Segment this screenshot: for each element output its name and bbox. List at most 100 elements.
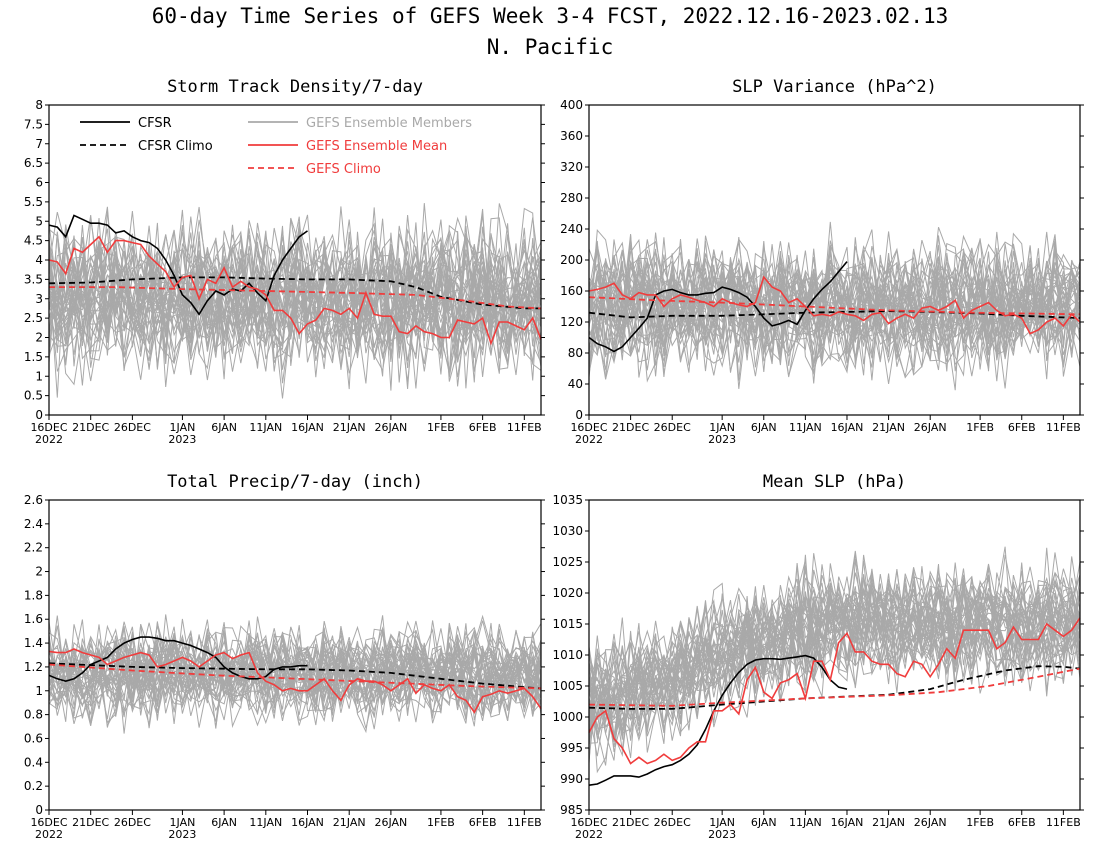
y-tick-label: 0.2 bbox=[24, 779, 43, 793]
x-tick-label: 21DEC bbox=[72, 421, 109, 434]
panel-slp-variance: SLP Variance (hPa^2) 0 40 80 120 160 200 240 280… bbox=[560, 77, 1084, 446]
ensemble-member-line bbox=[588, 569, 1081, 740]
x-tick-label: 21DEC bbox=[612, 816, 649, 829]
legend-label-members: GEFS Ensemble Members bbox=[306, 116, 472, 131]
series-line-gefs-climo bbox=[49, 286, 542, 310]
x-tick-label: 6JAN bbox=[751, 421, 777, 434]
y-tick-label: 2 bbox=[35, 565, 43, 579]
x-tick-label: 16JAN bbox=[831, 816, 864, 829]
y-tick-label: 0 bbox=[35, 408, 43, 422]
y-tick-label: 320 bbox=[560, 160, 583, 174]
y-tick-label: 3 bbox=[35, 292, 43, 306]
y-tick-label: 6.5 bbox=[24, 156, 43, 170]
y-tick-label: 1025 bbox=[552, 555, 583, 569]
ensemble-member-line bbox=[48, 203, 542, 368]
panel-title: SLP Variance (hPa^2) bbox=[732, 77, 937, 97]
x-tick-year-label: 2023 bbox=[168, 828, 196, 841]
series-line-gefs-climo bbox=[48, 663, 542, 690]
ensemble-member-line bbox=[588, 240, 1081, 364]
y-tick-label: 7 bbox=[35, 137, 43, 151]
series-line-cfsr-climo bbox=[48, 662, 542, 690]
y-tick-label: 1030 bbox=[552, 524, 583, 538]
series-line-gefs-ensemble-mean bbox=[48, 648, 542, 714]
ensemble-members bbox=[588, 546, 1081, 774]
series-line-cfsr-climo bbox=[588, 665, 1081, 710]
y-tick-label: 4 bbox=[35, 253, 43, 267]
y-tick-label: 0.5 bbox=[24, 389, 43, 403]
y-tick-label: 0.4 bbox=[24, 755, 43, 769]
y-tick-label: 2.4 bbox=[24, 517, 43, 531]
y-tick-label: 0 bbox=[575, 408, 583, 422]
y-tick-label: 2.2 bbox=[24, 541, 43, 555]
x-tick-label: 11FEB bbox=[507, 421, 542, 434]
figure-subtitle: N. Pacific bbox=[486, 35, 614, 59]
x-tick-label: 16DEC bbox=[570, 816, 607, 829]
x-tick-label: 1JAN bbox=[170, 816, 196, 829]
series-line-cfsr bbox=[48, 214, 308, 316]
ensemble-member-line bbox=[48, 218, 542, 387]
x-tick-label: 11JAN bbox=[789, 816, 822, 829]
panel-storm-track: Storm Track Density/7-day 0 0.5 1 1.5 2 2.5 3 3.… bbox=[24, 77, 545, 446]
x-tick-label: 1FEB bbox=[966, 421, 994, 434]
x-tick-label: 26DEC bbox=[654, 816, 691, 829]
x-tick-label: 11FEB bbox=[507, 816, 542, 829]
y-tick-label: 0 bbox=[35, 803, 43, 817]
ensemble-member-line bbox=[48, 627, 542, 722]
panel-mean-slp: Mean SLP (hPa) 985 990 995 1000 1005 1010 1015 1… bbox=[552, 472, 1084, 841]
y-tick-label: 7.5 bbox=[24, 117, 43, 131]
y-tick-label: 1005 bbox=[552, 679, 583, 693]
legend-label-mean: GEFS Ensemble Mean bbox=[306, 139, 447, 154]
y-tick-label: 1.8 bbox=[24, 588, 43, 602]
y-tick-label: 1 bbox=[35, 369, 43, 383]
y-tick-label: 995 bbox=[560, 741, 583, 755]
y-tick-label: 0.6 bbox=[24, 731, 43, 745]
x-tick-label: 21JAN bbox=[333, 816, 366, 829]
x-tick-label: 16DEC bbox=[30, 421, 67, 434]
x-tick-label: 1JAN bbox=[170, 421, 196, 434]
x-tick-year-label: 2023 bbox=[168, 433, 196, 446]
x-tick-label: 11JAN bbox=[249, 816, 282, 829]
ensemble-member-line bbox=[588, 554, 1081, 744]
x-tick-label: 16JAN bbox=[291, 421, 324, 434]
ensemble-member-line bbox=[48, 222, 542, 384]
x-tick-label: 6FEB bbox=[469, 421, 497, 434]
ensemble-member-line bbox=[48, 217, 542, 381]
x-tick-label: 6FEB bbox=[1008, 421, 1036, 434]
y-tick-label: 1020 bbox=[552, 586, 583, 600]
x-tick-label: 26JAN bbox=[914, 421, 947, 434]
y-tick-label: 1.6 bbox=[24, 612, 43, 626]
y-tick-label: 2.6 bbox=[24, 493, 43, 507]
ensemble-member-line bbox=[48, 623, 542, 721]
ensemble-member-line bbox=[48, 642, 542, 713]
y-tick-label: 1.2 bbox=[24, 660, 43, 674]
y-tick-label: 5 bbox=[35, 214, 43, 228]
x-tick-label: 21DEC bbox=[612, 421, 649, 434]
x-tick-label: 6JAN bbox=[211, 421, 237, 434]
ensemble-member-line bbox=[588, 259, 1081, 381]
ensemble-member-line bbox=[588, 565, 1081, 733]
x-tick-label: 6FEB bbox=[469, 816, 497, 829]
y-tick-label: 200 bbox=[560, 253, 583, 267]
y-tick-label: 990 bbox=[560, 772, 583, 786]
ensemble-members bbox=[48, 614, 542, 734]
y-tick-label: 120 bbox=[560, 315, 583, 329]
x-tick-label: 6JAN bbox=[211, 816, 237, 829]
y-tick-label: 1.5 bbox=[24, 350, 43, 364]
x-tick-year-label: 2022 bbox=[575, 433, 603, 446]
x-tick-label: 26JAN bbox=[914, 816, 947, 829]
y-tick-label: 240 bbox=[560, 222, 583, 236]
x-tick-label: 21DEC bbox=[72, 816, 109, 829]
ensemble-member-line bbox=[588, 235, 1081, 370]
ensemble-member-line bbox=[48, 626, 542, 726]
y-tick-label: 40 bbox=[568, 377, 583, 391]
x-tick-label: 1FEB bbox=[427, 421, 455, 434]
ensemble-member-line bbox=[588, 570, 1081, 729]
y-tick-label: 985 bbox=[560, 803, 583, 817]
x-tick-label: 1JAN bbox=[709, 816, 735, 829]
x-tick-year-label: 2023 bbox=[708, 433, 736, 446]
legend: CFSR CFSR Climo GEFS Ensemble Members GEFS … bbox=[80, 116, 472, 177]
x-tick-label: 11JAN bbox=[789, 421, 822, 434]
x-tick-label: 26JAN bbox=[374, 421, 407, 434]
y-tick-label: 360 bbox=[560, 129, 583, 143]
